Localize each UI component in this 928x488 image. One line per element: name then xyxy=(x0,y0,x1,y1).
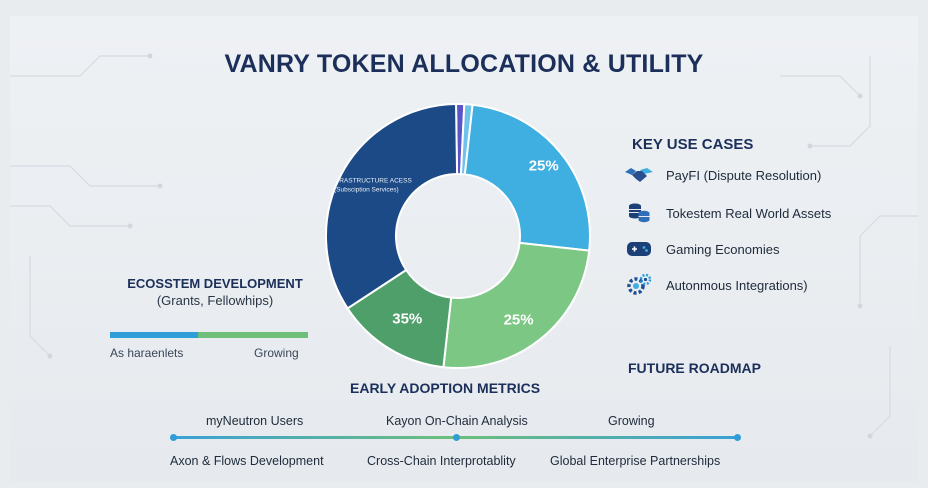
allocation-donut-chart: 25% 25% 35% AI INFRASTRUCTURE ACESS (Subscip… xyxy=(321,102,591,369)
use-case-item: Autonmous Integrations) xyxy=(624,273,808,296)
gamepad-icon xyxy=(624,238,654,260)
slice-navy-label-line: (Subsciption Services) xyxy=(334,187,399,194)
use-case-item: Gaming Economies xyxy=(624,238,779,260)
coins-icon xyxy=(624,202,654,224)
use-case-item: PayFI (Dispute Resolution) xyxy=(624,164,821,186)
slice-navy xyxy=(325,102,459,310)
future-roadmap-heading: FUTURE ROADMAP xyxy=(628,360,761,376)
use-case-label: Gaming Economies xyxy=(666,241,780,257)
ecosystem-bar-right-label: Growing xyxy=(254,346,299,360)
milestone-label: myNeutron Users xyxy=(206,414,304,428)
early-adoption-heading: EARLY ADOPTION METRICS xyxy=(350,380,541,396)
circuit-background xyxy=(10,53,918,439)
ecosystem-bar-green xyxy=(198,332,308,338)
milestone-label: Cross-Chain Interprotablity xyxy=(367,454,516,468)
gears-icon xyxy=(624,273,654,296)
timeline-dot xyxy=(453,434,460,441)
ecosystem-subtitle: (Grants, Fellowhips) xyxy=(156,293,274,308)
ecosystem-title: ECOSSTEM DEVELOPMENT xyxy=(127,276,303,291)
use-case-item: Tokestem Real World Assets xyxy=(624,202,831,224)
slice-mid-green-label: 35% xyxy=(392,311,422,328)
ecosystem-bar-left-label: As haraenlets xyxy=(110,346,184,360)
page-title: VANRY TOKEN ALLOCATION & UTILITY xyxy=(224,50,704,78)
milestone-label: Axon & Flows Development xyxy=(170,454,324,468)
milestone-label: Kayon On-Chain Analysis xyxy=(386,414,528,428)
timeline-dot xyxy=(170,434,177,441)
infographic-canvas: VANRY TOKEN ALLOCATION & UTILITY 25% 25% 3… xyxy=(10,16,918,482)
slice-light-blue xyxy=(463,103,591,252)
handshake-icon xyxy=(624,164,654,186)
milestone-label: Growing xyxy=(608,414,655,428)
milestone-label: Global Enterprise Partnerships xyxy=(550,454,721,468)
ecosystem-bar-blue xyxy=(110,332,198,338)
slice-light-green-label: 25% xyxy=(504,312,534,329)
use-case-label: Tokestem Real World Assets xyxy=(666,205,832,221)
key-use-cases-title: KEY USE CASES xyxy=(632,136,754,153)
timeline-dot xyxy=(734,434,741,441)
slice-navy-label-line: AI INFRASTRUCTURE ACESS xyxy=(321,178,413,185)
use-case-label: Autonmous Integrations) xyxy=(666,277,808,293)
slice-light-blue-label: 25% xyxy=(529,157,559,174)
use-case-label: PayFI (Dispute Resolution) xyxy=(666,167,822,183)
slice-light-green xyxy=(442,241,591,369)
